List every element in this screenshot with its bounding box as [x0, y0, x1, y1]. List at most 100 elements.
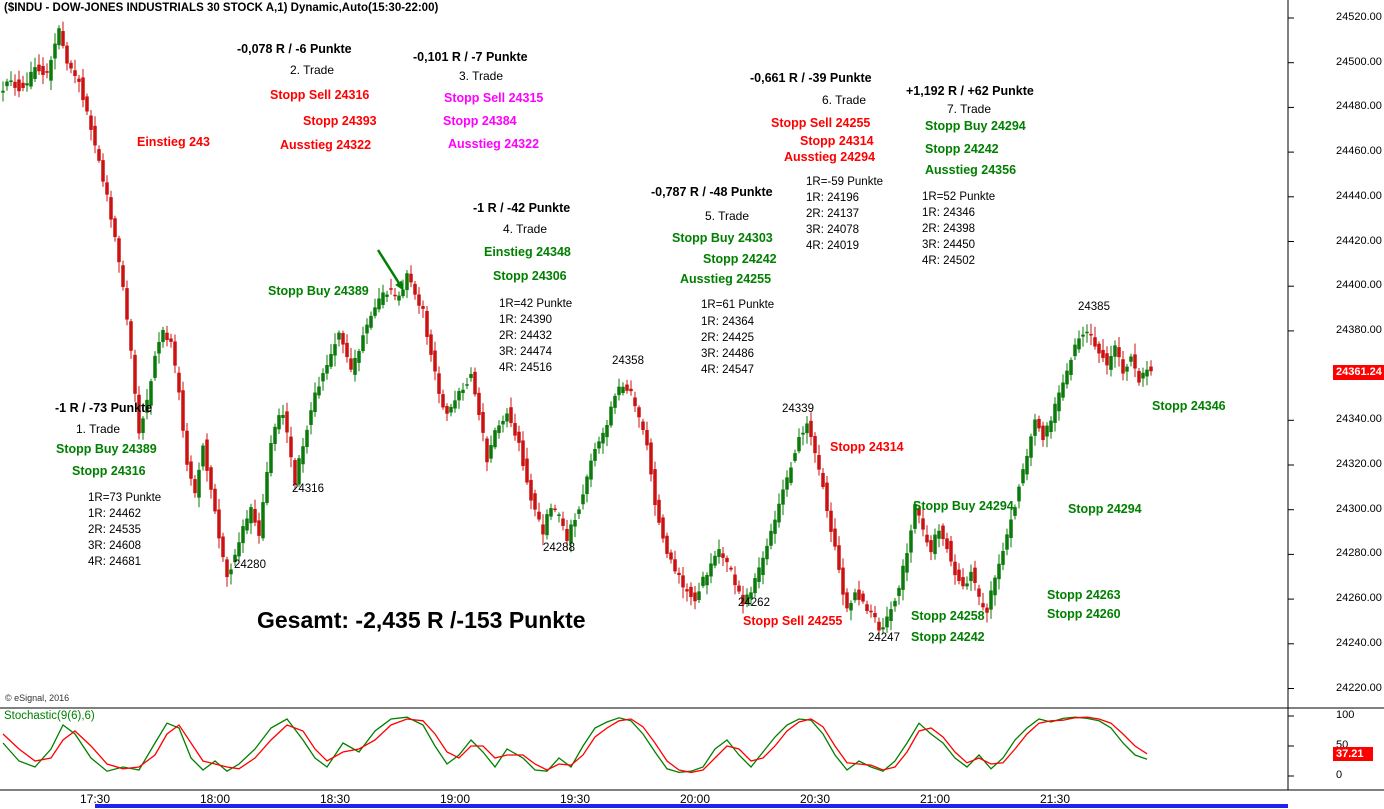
candle-body — [877, 621, 881, 631]
candle-body — [237, 542, 241, 557]
candle-body — [209, 467, 213, 490]
candle-body — [305, 429, 309, 447]
candle-body — [233, 554, 237, 563]
candle-body — [1129, 356, 1133, 362]
candle-body — [697, 591, 701, 601]
candle-body — [761, 557, 765, 576]
candle-body — [505, 413, 509, 422]
stochastic-study-label: Stochastic(9(6),6) — [4, 710, 95, 722]
candle-body — [121, 265, 125, 287]
candle-body — [13, 81, 17, 88]
candle-body — [745, 594, 749, 604]
candle-body — [781, 489, 785, 505]
candle-body — [777, 503, 781, 523]
candle-body — [393, 294, 397, 297]
candle-body — [97, 149, 101, 161]
candle-body — [1085, 331, 1089, 334]
candle-body — [513, 423, 517, 436]
candle-body — [89, 115, 93, 130]
candle-body — [185, 430, 189, 465]
candle-body — [789, 467, 793, 483]
candle-body — [741, 594, 745, 605]
candle-body — [481, 412, 485, 433]
candle-body — [409, 273, 413, 283]
candle-body — [429, 334, 433, 355]
candle-body — [1061, 382, 1065, 398]
candle-body — [597, 441, 601, 449]
candle-body — [1125, 366, 1129, 372]
candle-body — [713, 555, 717, 566]
candle-body — [273, 426, 277, 444]
candle-body — [29, 71, 33, 87]
candle-body — [529, 479, 533, 501]
candle-body — [69, 62, 73, 69]
candle-body — [433, 350, 437, 372]
candle-body — [285, 411, 289, 433]
candle-body — [149, 381, 153, 406]
stochastic-k-line — [2, 716, 1148, 774]
candle-body — [465, 384, 469, 386]
candle-body — [729, 567, 733, 570]
candle-body — [917, 508, 921, 516]
candle-body — [49, 60, 53, 81]
candle-body — [1005, 534, 1009, 550]
candle-body — [673, 559, 677, 572]
candle-body — [469, 373, 473, 379]
candle-body — [577, 509, 581, 514]
candle-body — [153, 355, 157, 378]
candle-body — [765, 545, 769, 560]
candle-body — [225, 559, 229, 578]
candle-body — [889, 609, 893, 621]
candle-body — [309, 410, 313, 425]
candle-body — [329, 354, 333, 367]
candle-body — [337, 332, 341, 340]
candle-body — [125, 288, 129, 320]
candle-body — [1057, 392, 1061, 412]
candle-body — [601, 432, 605, 444]
candle-body — [381, 292, 385, 305]
candle-body — [141, 418, 145, 433]
candle-body — [801, 432, 805, 435]
candle-body — [549, 508, 553, 517]
candle-body — [205, 439, 209, 471]
candle-body — [1113, 345, 1117, 357]
candle-body — [1149, 366, 1153, 372]
candle-body — [1141, 372, 1145, 379]
candle-body — [449, 406, 453, 413]
candle-body — [249, 507, 253, 524]
candle-body — [1097, 343, 1101, 354]
candle-body — [437, 373, 441, 394]
candle-body — [665, 535, 669, 554]
candle-body — [157, 341, 161, 354]
candle-body — [173, 341, 177, 366]
candle-body — [721, 553, 725, 558]
candle-body — [613, 395, 617, 408]
candle-body — [373, 307, 377, 316]
candle-body — [993, 577, 997, 596]
candle-body — [213, 488, 217, 512]
candle-body — [753, 578, 757, 594]
candle-body — [457, 391, 461, 401]
candle-body — [493, 430, 497, 448]
candle-body — [593, 449, 597, 461]
window-title: ($INDU - DOW-JONES INDUSTRIALS 30 STOCK … — [4, 2, 439, 14]
candle-body — [937, 530, 941, 539]
candle-body — [817, 455, 821, 470]
candle-body — [925, 534, 929, 543]
candle-body — [873, 613, 877, 618]
candle-body — [197, 469, 201, 498]
candle-body — [33, 67, 37, 79]
candle-body — [1033, 419, 1037, 436]
candle-body — [65, 45, 69, 64]
candle-body — [985, 607, 989, 613]
candle-body — [865, 604, 869, 611]
candle-body — [369, 315, 373, 328]
candle-body — [1053, 403, 1057, 423]
candle-body — [1105, 353, 1109, 366]
candle-body — [501, 420, 505, 425]
candle-body — [657, 499, 661, 523]
candle-body — [245, 518, 249, 531]
horizontal-scrollbar[interactable] — [95, 804, 1288, 808]
